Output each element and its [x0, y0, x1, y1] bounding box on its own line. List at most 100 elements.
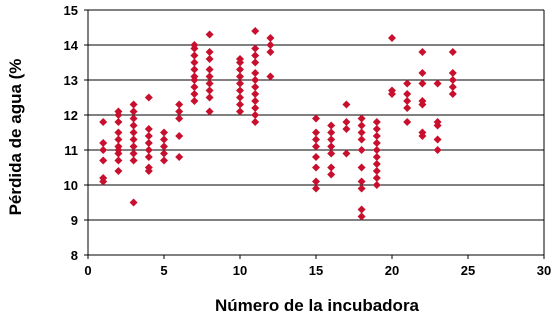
data-point — [190, 97, 199, 105]
data-point — [433, 79, 442, 88]
data-point — [312, 153, 320, 161]
data-point — [372, 174, 381, 182]
data-point — [372, 146, 381, 154]
data-point — [372, 118, 381, 126]
data-point — [357, 128, 366, 137]
data-point — [251, 118, 260, 126]
data-point — [205, 93, 214, 102]
data-point — [403, 90, 412, 98]
data-point — [372, 167, 381, 175]
data-point — [160, 128, 168, 137]
data-point — [433, 118, 442, 126]
data-point — [144, 132, 153, 140]
data-point — [190, 65, 199, 74]
data-point — [342, 118, 351, 126]
y-tick-label: 10 — [64, 178, 78, 193]
data-point — [327, 170, 336, 179]
data-point — [372, 125, 381, 133]
data-point — [175, 114, 184, 123]
data-point — [144, 153, 153, 161]
data-point — [372, 132, 381, 140]
data-point — [403, 97, 412, 105]
data-point — [357, 212, 366, 221]
data-point — [312, 177, 320, 186]
data-point — [236, 107, 244, 116]
data-point — [129, 156, 138, 165]
data-point — [372, 160, 381, 168]
data-point — [99, 174, 108, 182]
data-point — [99, 156, 108, 165]
y-axis-title: Pérdida de agua (% — [6, 59, 25, 216]
data-point — [205, 86, 214, 95]
data-point — [403, 79, 412, 88]
data-point — [327, 135, 336, 144]
data-point — [357, 205, 366, 214]
data-point — [236, 65, 244, 74]
data-point — [114, 118, 123, 126]
data-point — [372, 153, 381, 161]
data-point — [388, 34, 396, 42]
data-point — [251, 44, 260, 53]
data-point — [312, 135, 320, 144]
data-point — [99, 146, 108, 154]
x-tick-label: 0 — [84, 263, 91, 278]
data-point — [357, 146, 366, 154]
data-point — [144, 146, 153, 154]
data-point — [357, 121, 366, 130]
data-point — [114, 128, 123, 137]
data-point — [312, 163, 320, 172]
data-point — [205, 48, 214, 56]
data-point — [418, 79, 427, 88]
data-point — [403, 118, 412, 126]
data-point — [175, 100, 184, 109]
data-point — [99, 139, 108, 147]
x-axis-title: Número de la incubadora — [215, 296, 420, 315]
data-point — [251, 90, 260, 98]
x-tick-label: 20 — [385, 263, 399, 278]
data-point — [418, 48, 427, 56]
data-point — [266, 34, 275, 42]
data-point — [448, 48, 457, 56]
data-point — [327, 149, 336, 158]
data-point — [357, 135, 366, 144]
data-point — [129, 100, 138, 109]
data-point — [144, 163, 153, 172]
data-point — [433, 146, 442, 154]
data-point — [144, 125, 153, 133]
data-point — [266, 41, 275, 49]
y-tick-label: 15 — [64, 3, 78, 18]
y-tick-label: 13 — [64, 73, 78, 88]
data-point — [312, 128, 320, 137]
data-point — [251, 69, 260, 77]
y-tick-label: 12 — [64, 108, 78, 123]
data-point — [418, 128, 427, 137]
data-point — [266, 72, 275, 81]
data-point — [312, 114, 320, 123]
data-point — [357, 114, 366, 123]
data-point — [205, 30, 214, 39]
data-point — [266, 48, 275, 56]
data-point — [236, 86, 244, 95]
data-point — [205, 72, 214, 81]
data-point — [114, 142, 123, 151]
y-tick-label: 9 — [71, 213, 78, 228]
data-point — [144, 139, 153, 147]
data-point — [448, 83, 457, 91]
data-point — [205, 107, 214, 116]
data-point — [251, 76, 260, 84]
x-tick-label: 30 — [537, 263, 551, 278]
data-point — [190, 58, 199, 67]
data-point — [160, 142, 168, 151]
data-point — [251, 83, 260, 91]
data-point — [129, 198, 138, 207]
data-point — [251, 111, 260, 119]
data-point — [372, 181, 381, 189]
data-point — [114, 156, 123, 165]
data-point — [448, 76, 457, 84]
data-point — [205, 65, 214, 74]
data-point — [433, 135, 442, 144]
tick-labels: 0 5 10 15 20 25 30 8 9 10 11 12 13 14 15 — [64, 3, 552, 278]
y-tick-label: 11 — [64, 143, 78, 158]
